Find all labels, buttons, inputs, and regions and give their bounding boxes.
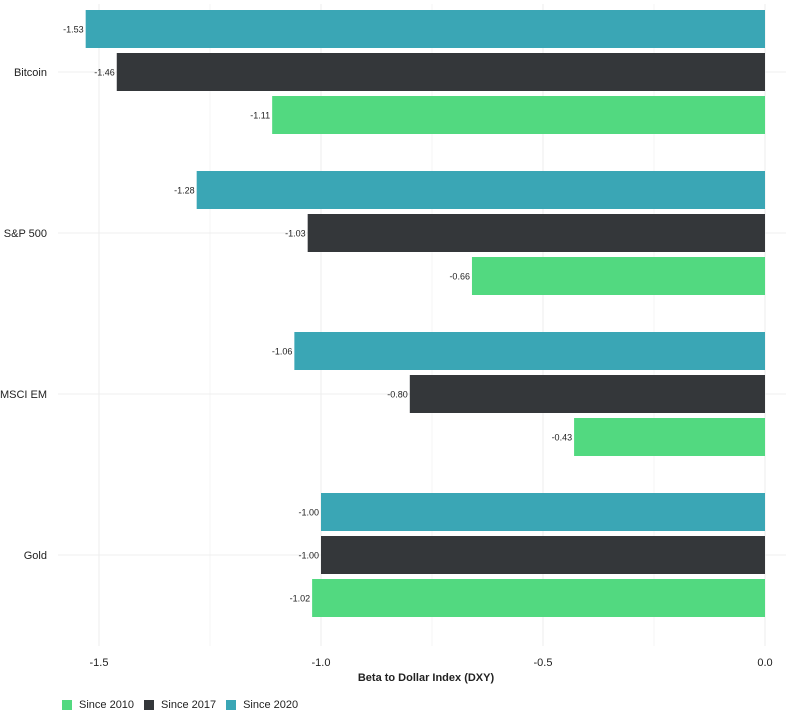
legend-item-since-2017: Since 2017: [144, 699, 216, 711]
x-tick-label: -1.0: [312, 657, 331, 669]
bars: [85, 10, 766, 617]
bar: [272, 96, 765, 134]
x-tick-label: 0.0: [757, 657, 772, 669]
y-axis-category-label: S&P 500: [4, 228, 47, 240]
legend-item-since-2020: Since 2020: [226, 699, 298, 711]
legend-item-since-2010: Since 2010: [62, 699, 134, 711]
legend-swatch: [144, 700, 155, 710]
bar: [116, 53, 765, 91]
data-label: -0.80: [387, 390, 408, 400]
data-label: -1.03: [285, 229, 306, 239]
y-axis-categories: Bitcoin S&P 500 MSCI EM Gold: [0, 67, 47, 562]
x-tick-label: -0.5: [534, 657, 553, 669]
data-label: -1.53: [63, 25, 84, 35]
legend-swatch: [62, 700, 72, 710]
data-labels: -1.53 -1.28 -1.06 -1.00 -1.46 -1.03 -0.80 -1.00…: [63, 25, 572, 604]
bar: [409, 375, 765, 413]
bar: [471, 257, 765, 295]
data-label: -1.02: [290, 594, 311, 604]
data-label: -1.11: [250, 111, 270, 121]
y-axis-category-label: MSCI EM: [0, 389, 47, 401]
y-axis-category-label: Gold: [24, 550, 47, 562]
legend-label: Since 2020: [243, 699, 299, 711]
bar: [294, 332, 765, 370]
bar: [321, 493, 765, 531]
y-axis-category-label: Bitcoin: [14, 67, 47, 79]
bar: [307, 214, 765, 252]
x-axis-ticks: -1.5 -1.0 -0.5 0.0: [90, 657, 773, 669]
bar: [196, 171, 765, 209]
legend-swatch: [226, 700, 237, 710]
bar: [321, 536, 765, 574]
legend-label: Since 2017: [161, 699, 217, 711]
data-label: -1.00: [298, 508, 319, 518]
x-axis-title: Beta to Dollar Index (DXY): [358, 672, 495, 684]
x-tick-label: -1.5: [90, 657, 109, 669]
data-label: -1.06: [272, 347, 293, 357]
legend: Since 2010 Since 2017 Since 2020: [62, 699, 308, 711]
bar: [574, 418, 765, 456]
data-label: -1.00: [298, 551, 319, 561]
bar: [85, 10, 766, 48]
data-label: -1.28: [174, 186, 195, 196]
legend-label: Since 2010: [79, 699, 135, 711]
data-label: -0.66: [449, 272, 470, 282]
data-label: -0.43: [552, 433, 573, 443]
bar: [312, 579, 765, 617]
data-label: -1.46: [94, 68, 115, 78]
